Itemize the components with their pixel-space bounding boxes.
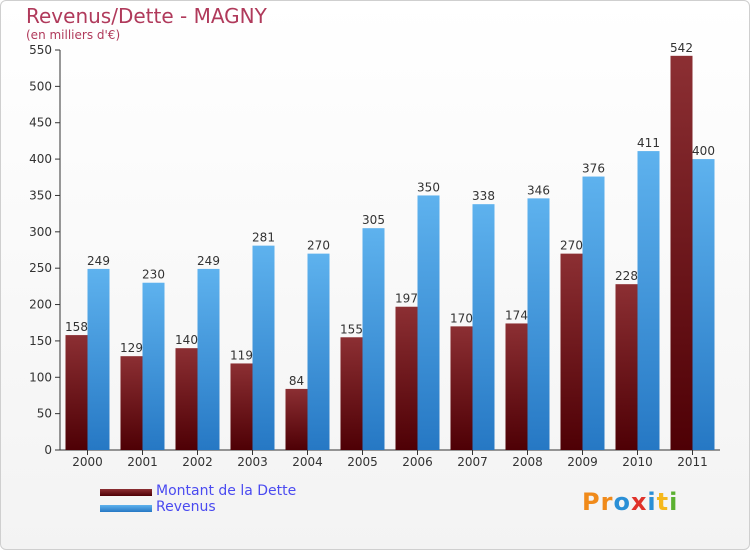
bar-revenus bbox=[307, 253, 330, 450]
x-tick-label: 2008 bbox=[512, 455, 543, 469]
data-label-revenus: 230 bbox=[142, 268, 165, 282]
y-tick-label: 100 bbox=[29, 370, 52, 384]
bar-revenus bbox=[417, 195, 440, 450]
logo-letter: r bbox=[600, 488, 614, 516]
data-label-dette: 119 bbox=[230, 348, 253, 362]
bar-dette bbox=[505, 323, 528, 450]
data-label-revenus: 411 bbox=[637, 136, 660, 150]
data-label-dette: 542 bbox=[670, 41, 693, 55]
data-label-dette: 197 bbox=[395, 292, 418, 306]
data-label-revenus: 338 bbox=[472, 189, 495, 203]
bar-dette bbox=[120, 356, 143, 450]
data-label-revenus: 249 bbox=[197, 254, 220, 268]
bar-revenus bbox=[362, 228, 385, 450]
logo-letter: t bbox=[656, 488, 670, 516]
bar-dette bbox=[670, 55, 693, 451]
y-tick-label: 50 bbox=[37, 407, 52, 421]
y-tick-label: 400 bbox=[29, 152, 52, 166]
bar-revenus bbox=[637, 151, 660, 450]
x-tick-label: 2001 bbox=[127, 455, 158, 469]
data-label-revenus: 346 bbox=[527, 183, 550, 197]
x-tick-label: 2011 bbox=[677, 455, 708, 469]
y-tick-label: 300 bbox=[29, 225, 52, 239]
data-label-dette: 129 bbox=[120, 341, 143, 355]
y-tick-label: 200 bbox=[29, 298, 52, 312]
legend-swatch-revenus bbox=[100, 505, 152, 512]
data-label-dette: 140 bbox=[175, 333, 198, 347]
logo-letter: o bbox=[613, 488, 631, 516]
bar-dette bbox=[285, 388, 308, 450]
data-label-revenus: 305 bbox=[362, 213, 385, 227]
y-tick-label: 500 bbox=[29, 79, 52, 93]
data-label-revenus: 400 bbox=[692, 144, 715, 158]
bar-dette bbox=[395, 306, 418, 450]
bar-dette bbox=[230, 363, 253, 450]
y-tick-label: 350 bbox=[29, 188, 52, 202]
bar-revenus bbox=[527, 198, 550, 450]
data-label-dette: 155 bbox=[340, 322, 363, 336]
legend-swatch-dette bbox=[100, 489, 152, 496]
y-tick-label: 0 bbox=[44, 443, 52, 457]
data-label-revenus: 281 bbox=[252, 231, 275, 245]
x-tick-label: 2005 bbox=[347, 455, 378, 469]
data-label-revenus: 350 bbox=[417, 180, 440, 194]
data-label-dette: 84 bbox=[289, 374, 304, 388]
y-tick-label: 550 bbox=[29, 43, 52, 57]
y-tick-label: 150 bbox=[29, 334, 52, 348]
data-label-dette: 270 bbox=[560, 239, 583, 253]
data-label-revenus: 270 bbox=[307, 239, 330, 253]
legend-label-dette: Montant de la Dette bbox=[156, 483, 297, 499]
y-tick-label: 250 bbox=[29, 261, 52, 275]
bar-dette bbox=[615, 284, 638, 450]
logo-letter: i bbox=[669, 488, 679, 516]
bar-revenus bbox=[87, 268, 110, 450]
bar-dette bbox=[175, 348, 198, 450]
x-tick-label: 2000 bbox=[72, 455, 103, 469]
bar-dette bbox=[450, 326, 473, 450]
data-label-revenus: 376 bbox=[582, 162, 605, 176]
bar-revenus bbox=[197, 268, 220, 450]
proxiti-logo: Proxiti bbox=[582, 488, 678, 516]
bar-revenus bbox=[582, 176, 605, 450]
y-tick-label: 450 bbox=[29, 116, 52, 130]
x-tick-label: 2003 bbox=[237, 455, 268, 469]
chart-title: Revenus/Dette - MAGNY bbox=[26, 4, 267, 28]
bar-dette bbox=[65, 335, 88, 450]
bar-dette bbox=[560, 253, 583, 450]
bar-dette bbox=[340, 337, 363, 450]
logo-letter: P bbox=[582, 488, 601, 516]
data-label-revenus: 249 bbox=[87, 254, 110, 268]
bar-revenus bbox=[472, 204, 495, 450]
x-tick-label: 2010 bbox=[622, 455, 653, 469]
x-tick-label: 2006 bbox=[402, 455, 433, 469]
bar-revenus bbox=[142, 282, 165, 450]
x-tick-label: 2004 bbox=[292, 455, 323, 469]
logo-letter: x bbox=[630, 488, 648, 516]
data-label-dette: 158 bbox=[65, 320, 88, 334]
bar-revenus bbox=[692, 159, 715, 450]
x-tick-label: 2009 bbox=[567, 455, 598, 469]
x-tick-label: 2007 bbox=[457, 455, 488, 469]
data-label-dette: 228 bbox=[615, 269, 638, 283]
x-tick-label: 2002 bbox=[182, 455, 213, 469]
data-label-dette: 174 bbox=[505, 308, 528, 322]
chart-subtitle: (en milliers d'€) bbox=[26, 28, 121, 42]
data-label-dette: 170 bbox=[450, 311, 473, 325]
logo-letter: i bbox=[647, 488, 657, 516]
bar-revenus bbox=[252, 245, 275, 450]
legend-label-revenus: Revenus bbox=[156, 499, 216, 515]
